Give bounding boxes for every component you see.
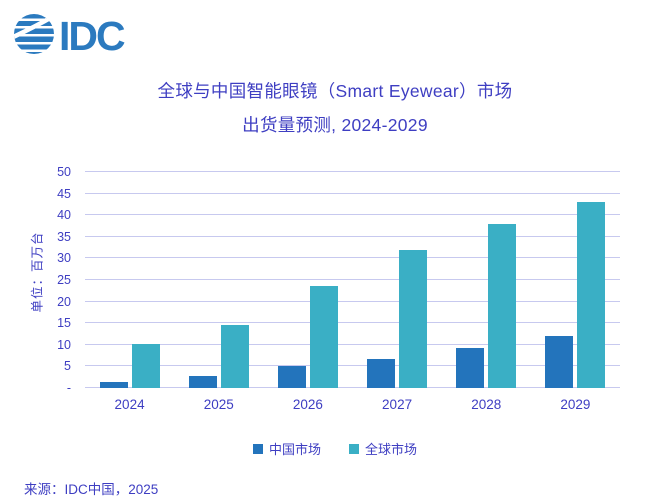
bar-中国市场-2028 — [456, 347, 485, 388]
bar-中国市场-2026 — [277, 366, 306, 388]
bar-中国市场-2025 — [188, 375, 217, 388]
y-tick-30: 30 — [57, 251, 71, 266]
gridline-25 — [85, 279, 620, 280]
idc-logo: IDC — [14, 13, 127, 58]
bar-全球市场-2026 — [309, 285, 338, 388]
gridline-35 — [85, 235, 620, 237]
y-tick-25: 25 — [57, 273, 71, 287]
x-tick-2027: 2027 — [382, 397, 413, 412]
gridline-15 — [85, 322, 620, 324]
gridline-5 — [85, 365, 620, 367]
legend: 中国市场 全球市场 — [0, 439, 670, 458]
y-tick-45: 45 — [57, 186, 71, 201]
bar-全球市场-2024 — [131, 343, 160, 388]
y-tick-0: - — [66, 381, 71, 395]
legend-item-中国市场: 中国市场 — [252, 439, 321, 458]
idc-logo-text: IDC — [59, 13, 125, 58]
gridline-40 — [85, 214, 620, 216]
bar-全球市场-2028 — [488, 223, 517, 388]
gridline-30 — [85, 257, 620, 259]
bar-全球市场-2025 — [220, 325, 249, 388]
y-tick-5: 5 — [64, 359, 71, 374]
x-tick-2025: 2025 — [203, 397, 234, 412]
bar-全球市场-2027 — [399, 249, 428, 388]
gridline-10 — [85, 343, 620, 345]
y-tick-40: 40 — [57, 208, 71, 223]
legend-label-全球市场: 全球市场 — [365, 442, 418, 457]
y-tick-35: 35 — [57, 229, 71, 244]
bar-group-2029 — [531, 172, 620, 388]
y-tick-20: 20 — [57, 294, 71, 309]
bar-中国市场-2024 — [99, 382, 128, 388]
y-tick-50: 50 — [57, 165, 71, 179]
legend-swatch-中国市场 — [252, 443, 263, 454]
y-axis-label: 单位：百万台 — [30, 231, 45, 313]
plot-area: -5 10 15 20 25 30 35 40 45 50 2024 2025 2026 2027 2028… — [57, 165, 620, 412]
x-tick-2024: 2024 — [114, 397, 145, 412]
chart-title-line-1: 全球与中国智能眼镜（Smart Eyewear）市场 — [157, 81, 513, 101]
chart-title: 全球与中国智能眼镜（Smart Eyewear）市场 出货量预测, 2024-2… — [0, 74, 670, 142]
bar-全球市场-2029 — [577, 202, 606, 388]
bar-中国市场-2029 — [545, 336, 574, 388]
idc-globe-icon — [14, 14, 54, 54]
x-tick-2026: 2026 — [292, 397, 323, 412]
bar-中国市场-2027 — [367, 359, 396, 388]
gridline-45 — [85, 192, 620, 194]
bar-group-2025 — [174, 172, 263, 388]
y-tick-10: 10 — [57, 337, 71, 352]
legend-swatch-全球市场 — [349, 443, 359, 454]
gridline-20 — [85, 300, 620, 302]
bar-group-2027 — [353, 172, 442, 388]
legend-item-全球市场: 全球市场 — [349, 439, 417, 458]
bar-group-2028 — [442, 172, 531, 388]
x-tick-2029: 2029 — [560, 397, 591, 412]
gridline-50 — [85, 171, 620, 172]
gridline-0 — [85, 387, 620, 388]
bar-group-2026 — [263, 172, 352, 388]
x-tick-2028: 2028 — [471, 397, 502, 412]
y-tick-15: 15 — [57, 316, 71, 331]
bar-group-2024 — [85, 172, 174, 388]
chart-title-line-2: 出货量预测, 2024-2029 — [242, 115, 428, 135]
source-note: 来源：IDC中国，2025 — [24, 482, 159, 497]
legend-label-中国市场: 中国市场 — [268, 442, 321, 457]
